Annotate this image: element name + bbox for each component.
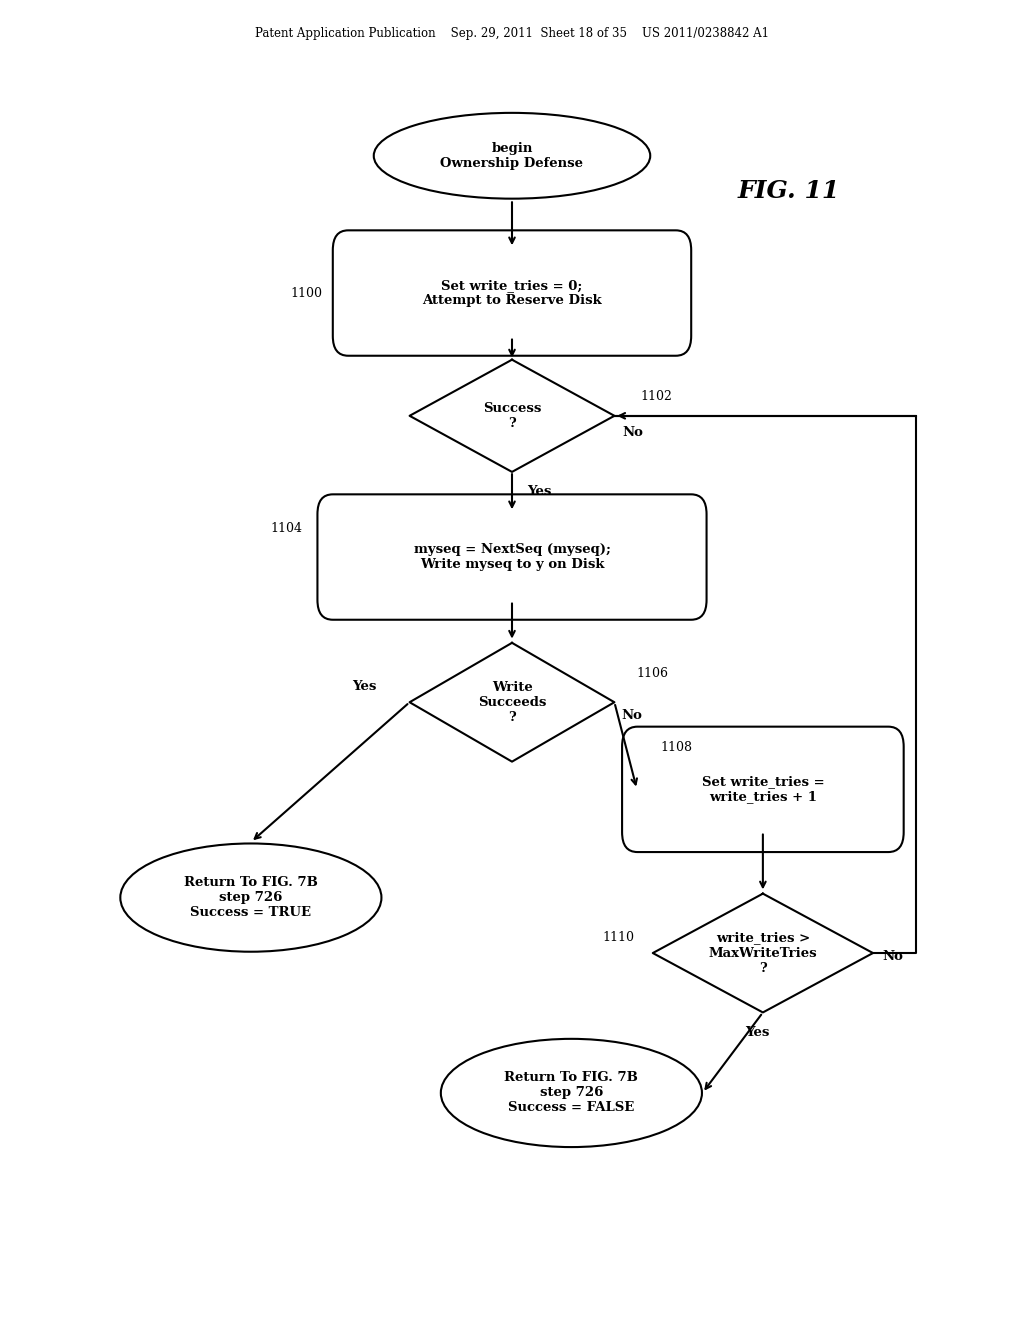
Text: Set write_tries = 0;
Attempt to Reserve Disk: Set write_tries = 0; Attempt to Reserve … bbox=[422, 279, 602, 308]
Text: myseq = NextSeq (myseq);
Write myseq to y on Disk: myseq = NextSeq (myseq); Write myseq to … bbox=[414, 543, 610, 572]
Ellipse shape bbox=[121, 843, 382, 952]
Text: 1104: 1104 bbox=[270, 521, 302, 535]
Text: Set write_tries =
write_tries + 1: Set write_tries = write_tries + 1 bbox=[701, 775, 824, 804]
Polygon shape bbox=[410, 643, 614, 762]
Text: No: No bbox=[623, 426, 643, 440]
Text: Yes: Yes bbox=[352, 680, 377, 693]
Text: 1106: 1106 bbox=[637, 667, 669, 680]
Text: 1100: 1100 bbox=[291, 286, 323, 300]
Text: No: No bbox=[622, 709, 642, 722]
Text: Patent Application Publication    Sep. 29, 2011  Sheet 18 of 35    US 2011/02388: Patent Application Publication Sep. 29, … bbox=[255, 26, 769, 40]
Text: Success
?: Success ? bbox=[482, 401, 542, 430]
Text: Return To FIG. 7B
step 726
Success = FALSE: Return To FIG. 7B step 726 Success = FAL… bbox=[505, 1072, 638, 1114]
Text: Return To FIG. 7B
step 726
Success = TRUE: Return To FIG. 7B step 726 Success = TRU… bbox=[184, 876, 317, 919]
Text: FIG. 11: FIG. 11 bbox=[737, 180, 840, 203]
Text: Yes: Yes bbox=[527, 484, 552, 498]
FancyBboxPatch shape bbox=[317, 495, 707, 620]
Text: 1108: 1108 bbox=[660, 741, 692, 754]
Text: Write
Succeeds
?: Write Succeeds ? bbox=[478, 681, 546, 723]
Ellipse shape bbox=[374, 112, 650, 199]
Text: 1110: 1110 bbox=[603, 931, 635, 944]
Polygon shape bbox=[410, 359, 614, 471]
Polygon shape bbox=[653, 894, 872, 1012]
FancyBboxPatch shape bbox=[623, 726, 904, 853]
Ellipse shape bbox=[441, 1039, 702, 1147]
Text: No: No bbox=[883, 950, 903, 964]
Text: begin
Ownership Defense: begin Ownership Defense bbox=[440, 141, 584, 170]
FancyBboxPatch shape bbox=[333, 230, 691, 355]
Text: 1102: 1102 bbox=[640, 389, 672, 403]
Text: Yes: Yes bbox=[745, 1026, 770, 1039]
Text: write_tries >
MaxWriteTries
?: write_tries > MaxWriteTries ? bbox=[709, 932, 817, 974]
